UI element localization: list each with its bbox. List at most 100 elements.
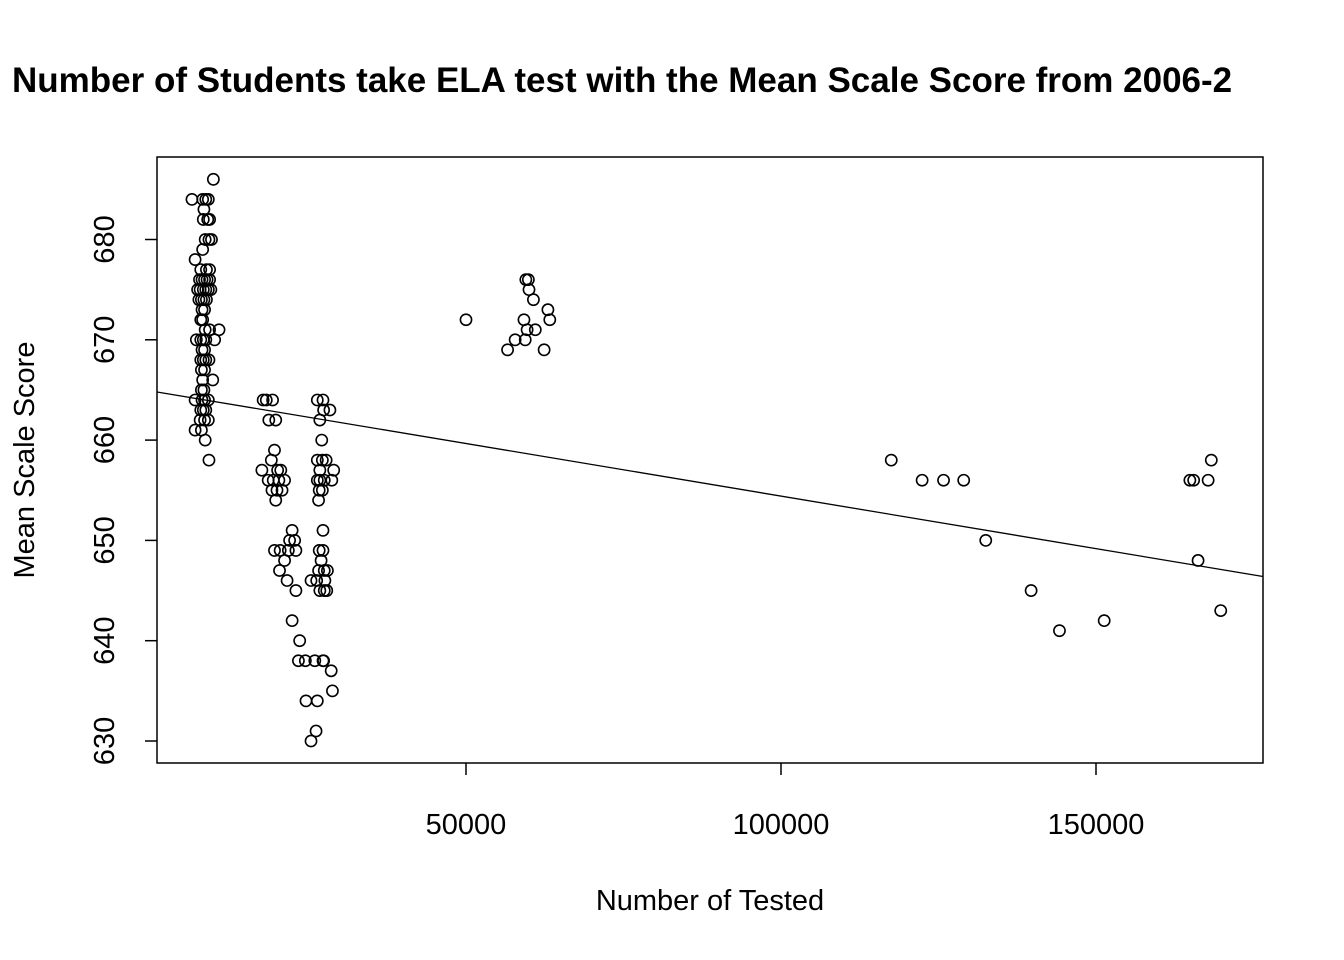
data-point	[1053, 624, 1066, 638]
data-point	[1187, 473, 1201, 487]
data-point	[201, 413, 215, 427]
data-point	[315, 433, 329, 447]
x-tick-label: 150000	[1048, 809, 1145, 841]
data-point	[527, 293, 540, 307]
data-point	[278, 554, 291, 567]
data-point	[268, 544, 281, 557]
data-point	[299, 694, 313, 708]
data-point	[278, 473, 291, 487]
data-point	[915, 473, 929, 487]
data-point	[1183, 473, 1197, 487]
data-point	[269, 413, 283, 427]
data-point	[320, 584, 334, 597]
data-point	[289, 584, 303, 597]
data-point	[266, 393, 279, 407]
data-point	[255, 463, 269, 477]
data-point	[188, 253, 202, 266]
data-point	[285, 614, 299, 628]
x-tick-label: 100000	[733, 809, 830, 841]
plot-frame	[156, 156, 1264, 764]
data-point	[292, 654, 305, 668]
y-tick-label: 640	[89, 617, 121, 665]
data-point	[198, 233, 212, 246]
data-point	[325, 473, 339, 487]
y-axis: 630 640 650 660 670 680	[89, 215, 157, 765]
data-point	[188, 423, 202, 437]
y-tick-label: 660	[89, 416, 121, 464]
data-point	[298, 654, 312, 668]
data-point	[312, 483, 326, 497]
data-point	[304, 574, 318, 587]
data-point	[316, 523, 330, 537]
data-point	[308, 654, 322, 668]
data-point	[206, 172, 220, 186]
data-point	[319, 453, 333, 467]
x-axis: 50000 100000 150000	[426, 763, 1145, 841]
data-point	[310, 694, 324, 708]
data-point	[283, 534, 296, 547]
data-point	[543, 313, 557, 327]
data-point	[208, 333, 222, 347]
data-points	[185, 172, 1228, 748]
data-point	[185, 192, 199, 206]
x-axis-label: Number of Tested	[596, 885, 824, 917]
data-point	[537, 343, 551, 357]
data-point	[259, 393, 273, 407]
data-point	[309, 724, 323, 738]
data-point	[188, 393, 202, 407]
data-point	[269, 493, 283, 507]
data-point	[293, 634, 307, 648]
data-point	[1201, 473, 1215, 487]
data-point	[316, 393, 330, 407]
data-point	[1097, 614, 1111, 628]
y-tick-label: 630	[89, 717, 121, 765]
data-point	[521, 273, 535, 287]
chart-title: Number of Students take ELA test with th…	[12, 61, 1232, 100]
data-point	[262, 413, 276, 427]
data-point	[1024, 584, 1038, 597]
data-point	[501, 343, 514, 357]
y-axis-label: Mean Scale Score	[9, 342, 41, 579]
y-tick-label: 650	[89, 516, 121, 564]
data-point	[312, 493, 325, 507]
data-point	[884, 453, 898, 467]
data-point	[304, 734, 318, 748]
data-point	[288, 534, 302, 547]
data-point	[205, 233, 218, 246]
data-point	[289, 544, 303, 557]
data-point	[1204, 453, 1218, 467]
data-point	[326, 684, 339, 698]
data-point	[268, 443, 281, 457]
y-tick-label: 680	[89, 215, 121, 263]
data-point	[198, 433, 212, 447]
data-point	[280, 574, 294, 587]
data-point	[272, 473, 286, 487]
data-point	[459, 313, 473, 327]
data-point	[202, 453, 216, 467]
data-point	[310, 393, 324, 407]
data-point	[317, 564, 331, 577]
data-point	[957, 473, 971, 487]
data-point	[196, 192, 210, 206]
data-point	[323, 403, 337, 417]
data-point	[273, 564, 286, 577]
data-point	[1191, 554, 1205, 567]
data-point	[196, 373, 210, 387]
data-point	[979, 534, 993, 547]
data-point	[271, 463, 285, 477]
data-point	[324, 664, 338, 678]
x-tick-label: 50000	[426, 809, 507, 841]
data-point	[937, 473, 950, 487]
data-point	[196, 213, 210, 226]
regression-line	[156, 391, 1264, 578]
data-point	[203, 213, 216, 226]
data-point	[520, 323, 534, 337]
data-point	[206, 373, 220, 387]
data-point	[316, 654, 330, 668]
data-point	[189, 333, 203, 347]
data-point	[313, 584, 327, 597]
data-point	[528, 323, 542, 337]
data-point	[193, 413, 207, 427]
data-point	[194, 363, 208, 377]
